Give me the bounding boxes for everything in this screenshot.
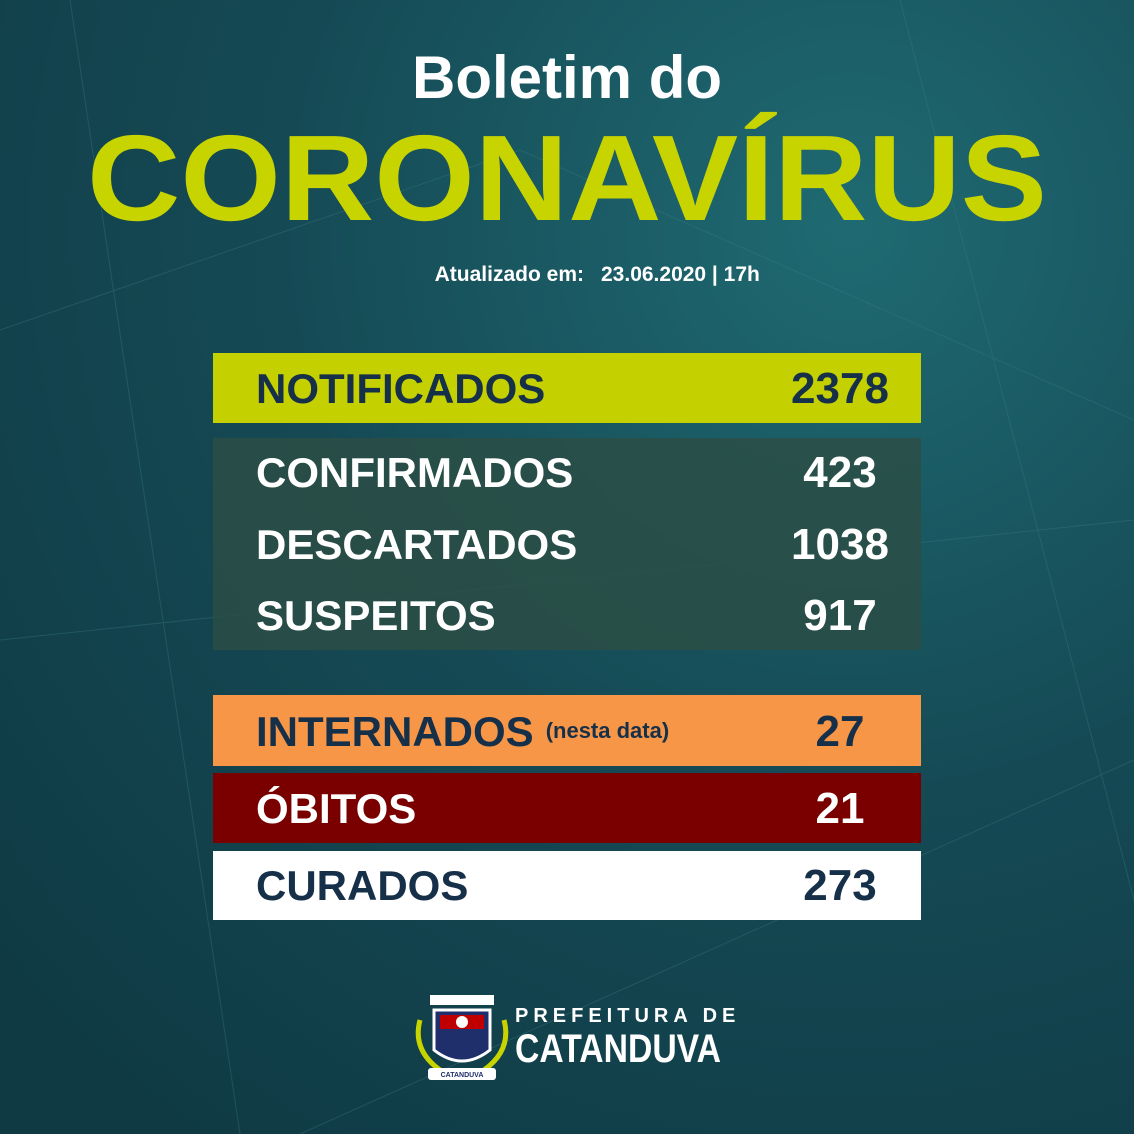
row-label: SUSPEITOS (256, 592, 496, 639)
row-label: CONFIRMADOS (256, 449, 573, 496)
row-band (213, 353, 921, 423)
row-label: NOTIFICADOS (256, 365, 545, 412)
row-label: INTERNADOS (256, 708, 534, 755)
row-value: 273 (803, 861, 876, 910)
row-band (213, 695, 921, 766)
row-band (213, 773, 921, 843)
row-value: 2378 (791, 364, 889, 413)
footer-line2: CATANDUVA (515, 1027, 721, 1071)
updated-value: 23.06.2020 | 17h (601, 263, 760, 286)
row-note: (nesta data) (546, 718, 669, 743)
row-value: 423 (803, 448, 876, 497)
row-value: 1038 (791, 520, 889, 569)
row-value: 21 (816, 784, 865, 833)
row-band (213, 438, 921, 650)
crest-label: CATANDUVA (441, 1072, 484, 1079)
title: Boletim do (412, 44, 722, 111)
updated-label: Atualizado em: (435, 263, 584, 286)
crest: CATANDUVA (415, 995, 509, 1080)
row-value: 917 (803, 591, 876, 640)
rows: NOTIFICADOS 2378 CONFIRMADOS 423 DESCARTADOS… (256, 364, 889, 910)
row-band (213, 851, 921, 920)
row-label: DESCARTADOS (256, 521, 577, 568)
subtitle: CORONAVÍRUS (87, 110, 1047, 246)
footer-line1: PREFEITURA DE (515, 1005, 740, 1027)
row-label: ÓBITOS (256, 784, 416, 832)
row-value: 27 (816, 707, 865, 756)
row-label: CURADOS (256, 862, 468, 909)
